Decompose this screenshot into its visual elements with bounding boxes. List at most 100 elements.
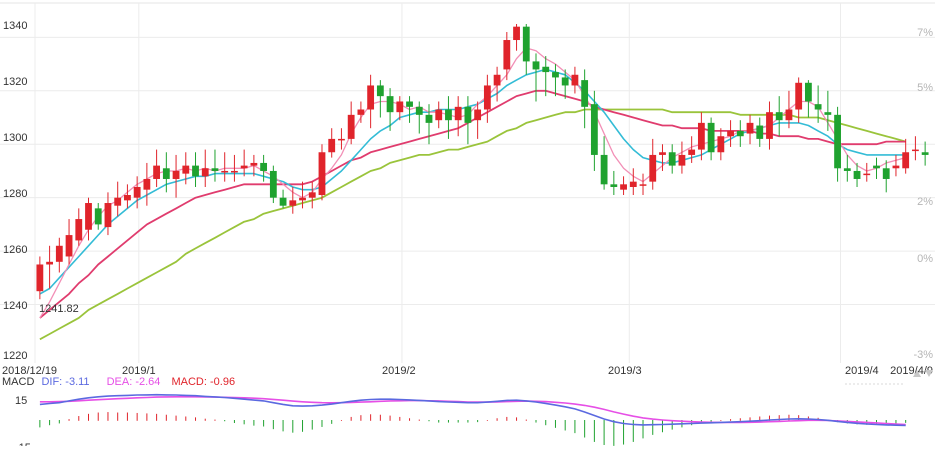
macd-top-label: 15 — [15, 395, 27, 407]
candle-body — [474, 109, 482, 121]
candle-body — [590, 104, 598, 155]
candle-body — [853, 170, 861, 179]
candle-body — [882, 168, 890, 179]
candle — [386, 88, 394, 131]
candle — [610, 170, 618, 196]
percent-tick-label: 5% — [917, 82, 933, 94]
macd-bottom-label: -15 — [15, 442, 31, 446]
candle-body — [668, 152, 676, 166]
candle — [629, 168, 637, 196]
candle — [697, 112, 705, 161]
candle-body — [571, 74, 579, 86]
candle-body — [367, 85, 375, 110]
candle — [269, 165, 277, 204]
candle — [795, 77, 803, 123]
candle-body — [688, 149, 696, 155]
candle-body — [289, 200, 297, 206]
candle-body — [581, 80, 589, 107]
candle-body — [85, 203, 92, 230]
candle-body — [211, 168, 219, 171]
candle — [415, 101, 423, 134]
price-axis: 1340 1320 1300 1280 1260 1240 1220 — [3, 20, 27, 362]
macd-legend: MACD DIF: -3.11 DEA: -2.64 MACD: -0.96 — [2, 376, 239, 388]
candle-body — [610, 184, 618, 187]
candle-body — [201, 168, 209, 177]
candle-body — [503, 40, 511, 70]
scroll-controls[interactable] — [845, 370, 933, 385]
candle — [435, 101, 443, 129]
candle-body — [396, 101, 404, 113]
candle-body — [921, 152, 929, 155]
candle — [172, 154, 180, 198]
candle-body — [785, 109, 793, 121]
candle-body — [46, 261, 53, 265]
candle-body — [629, 181, 637, 187]
candle — [503, 32, 511, 81]
candle — [600, 136, 608, 190]
candle-body — [357, 109, 365, 115]
candle — [133, 176, 141, 209]
candle-body — [445, 109, 452, 121]
candle-body — [114, 197, 122, 206]
candle — [902, 138, 910, 174]
candle — [892, 154, 900, 177]
candle — [843, 154, 851, 182]
candle — [814, 85, 822, 123]
candle-body — [756, 125, 764, 139]
candle — [561, 69, 569, 99]
candle — [406, 96, 413, 123]
candle-body — [299, 197, 306, 201]
candle-body — [892, 165, 900, 169]
date-tick-label: 2018/12/19 — [2, 365, 57, 377]
candle-body — [766, 112, 773, 139]
percent-tick-label: 2% — [917, 196, 933, 208]
candle-body — [542, 66, 550, 73]
candle-body — [454, 106, 462, 121]
candle-body — [143, 178, 151, 190]
date-tick-label: 2019/2 — [382, 365, 416, 377]
macd-value: MACD: -0.96 — [171, 376, 236, 388]
candle-body — [697, 122, 705, 150]
ma10-line — [39, 68, 906, 295]
candle — [75, 208, 83, 246]
candle-body — [153, 165, 161, 179]
candle — [688, 136, 696, 163]
candle-body — [912, 149, 919, 152]
dif-line — [39, 393, 906, 427]
date-axis: 2018/12/19 2019/1 2019/2 2019/3 2019/4 2019/4… — [2, 365, 933, 377]
candle — [250, 154, 258, 177]
macd-title: MACD — [2, 376, 35, 388]
candle — [104, 192, 112, 236]
candle — [542, 56, 550, 97]
candle-body — [863, 173, 871, 176]
candle — [824, 90, 832, 131]
candle — [766, 101, 773, 150]
candle-body — [600, 154, 608, 185]
candle-body — [124, 195, 131, 201]
candle — [863, 162, 871, 182]
candle — [124, 184, 131, 209]
date-tick-label: 2019/3 — [608, 365, 642, 377]
candle-body — [318, 152, 326, 196]
date-tick-label: 2019/1 — [122, 365, 156, 377]
candle-body — [172, 170, 180, 179]
percent-tick-label: -3% — [913, 349, 933, 361]
candle — [639, 173, 647, 196]
candle-body — [707, 122, 715, 153]
scroll-up-arrow-icon[interactable] — [913, 370, 921, 377]
candle-body — [94, 208, 102, 225]
candle-body — [279, 197, 287, 206]
candle-body — [824, 112, 832, 115]
candle — [581, 69, 589, 129]
price-tick-label: 1300 — [3, 132, 27, 144]
scroll-down-arrow-icon[interactable] — [925, 370, 933, 377]
candle — [221, 152, 229, 182]
candle-body — [464, 106, 472, 123]
candle — [590, 90, 598, 171]
price-tick-label: 1220 — [3, 350, 27, 362]
candle-body — [65, 235, 73, 257]
candle — [552, 64, 559, 97]
candle-body — [250, 162, 258, 166]
candle-body — [425, 114, 433, 123]
